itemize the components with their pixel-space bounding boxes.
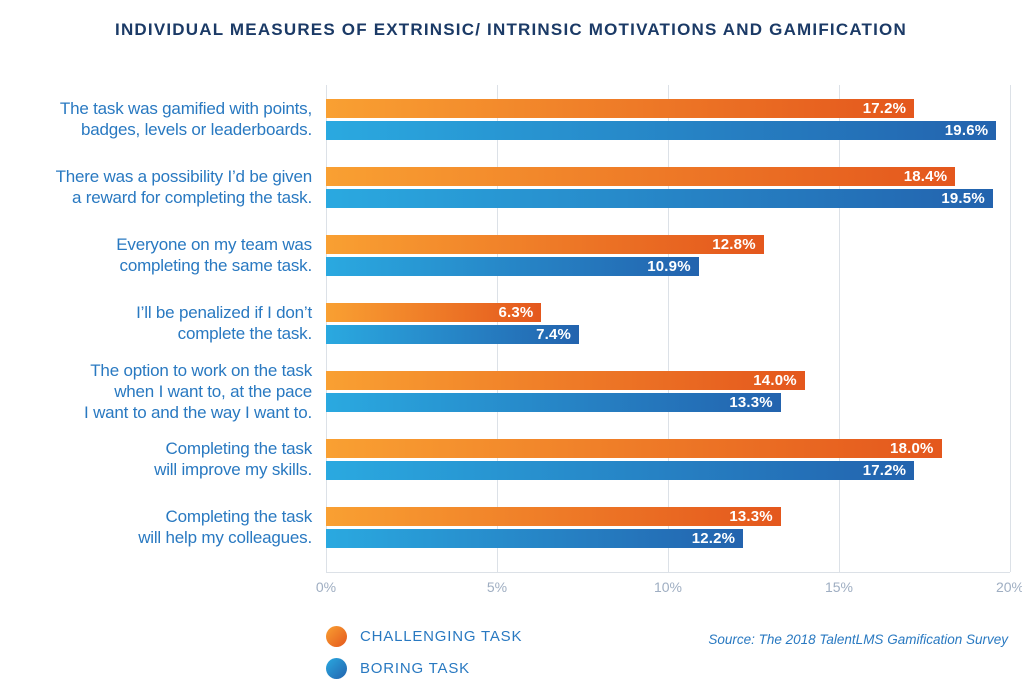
bar-value-label: 14.0% [753, 371, 797, 389]
legend-dot-boring [326, 658, 347, 679]
category-label: The option to work on the task when I wa… [84, 360, 312, 422]
bar-challenging: 17.2% [326, 98, 915, 118]
legend-item-challenging: CHALLENGING TASK [326, 626, 522, 647]
x-tick-label: 20% [995, 579, 1022, 595]
bar-boring: 19.6% [326, 120, 997, 140]
category-label: Completing the task will improve my skil… [154, 439, 312, 479]
bar-boring: 12.2% [326, 528, 744, 548]
bar-value-label: 13.3% [729, 507, 773, 525]
category-label: Completing the task will help my colleag… [138, 507, 312, 547]
chart-title: INDIVIDUAL MEASURES OF EXTRINSIC/ INTRIN… [115, 20, 907, 39]
x-tick-label: 0% [315, 579, 337, 595]
bar-rows: The task was gamified with points, badge… [0, 85, 1010, 561]
legend: CHALLENGING TASK BORING TASK [326, 626, 522, 679]
bar-value-label: 12.2% [691, 529, 736, 547]
bar-pair: 18.4% 19.5% [326, 166, 1010, 208]
category-label: There was a possibility I’d be given a r… [55, 167, 313, 207]
chart-row: There was a possibility I’d be given a r… [0, 153, 1010, 221]
bar-value-label: 18.0% [890, 439, 934, 457]
bar-value-label: 7.4% [536, 325, 572, 343]
bar-boring: 17.2% [326, 460, 915, 480]
gridline [1009, 85, 1011, 572]
category-label: I’ll be penalized if I don’t complete th… [136, 303, 312, 343]
bar-pair: 6.3% 7.4% [326, 302, 1010, 344]
bar-pair: 12.8% 10.9% [326, 234, 1010, 276]
bar-challenging: 14.0% [326, 370, 805, 390]
chart-row: I’ll be penalized if I don’t complete th… [0, 289, 1010, 357]
bar-boring: 7.4% [326, 324, 580, 344]
bar-pair: 14.0% 13.3% [326, 370, 1010, 412]
bar-challenging: 18.0% [326, 438, 942, 458]
bar-value-label: 19.5% [941, 189, 985, 207]
legend-label-boring: BORING TASK [360, 660, 470, 677]
chart-row: Completing the task will improve my skil… [0, 425, 1010, 493]
bar-boring: 10.9% [326, 256, 699, 276]
x-tick-label: 15% [824, 579, 854, 595]
bar-boring: 19.5% [326, 188, 993, 208]
chart-row: The option to work on the task when I wa… [0, 357, 1010, 425]
x-tick-label: 5% [486, 579, 508, 595]
x-tick-label: 10% [653, 579, 683, 595]
bar-value-label: 13.3% [729, 393, 773, 411]
bar-boring: 13.3% [326, 392, 781, 412]
bar-challenging: 6.3% [326, 302, 542, 322]
category-label: Everyone on my team was completing the s… [116, 235, 312, 275]
source-note: Source: The 2018 TalentLMS Gamification … [708, 632, 1008, 647]
bar-challenging: 13.3% [326, 506, 781, 526]
chart-row: Completing the task will help my colleag… [0, 493, 1010, 561]
bar-pair: 18.0% 17.2% [326, 438, 1010, 480]
chart-row: The task was gamified with points, badge… [0, 85, 1010, 153]
bar-value-label: 19.6% [944, 121, 989, 139]
bar-value-label: 6.3% [498, 303, 534, 321]
gridline [667, 85, 669, 572]
bar-challenging: 18.4% [326, 166, 956, 186]
bar-pair: 13.3% 12.2% [326, 506, 1010, 548]
legend-label-challenging: CHALLENGING TASK [360, 628, 523, 645]
bar-value-label: 10.9% [647, 257, 691, 275]
chart-row: Everyone on my team was completing the s… [0, 221, 1010, 289]
bar-challenging: 12.8% [326, 234, 764, 254]
bar-value-label: 18.4% [903, 167, 948, 185]
gridline [838, 85, 840, 572]
category-label: The task was gamified with points, badge… [59, 99, 312, 139]
bar-value-label: 17.2% [862, 99, 907, 117]
bar-value-label: 12.8% [712, 235, 756, 253]
bar-pair: 17.2% 19.6% [326, 98, 1010, 140]
legend-dot-challenging [326, 626, 347, 647]
bar-value-label: 17.2% [862, 461, 907, 479]
x-axis: 0% 5% 10% 15% 20% [316, 579, 1022, 599]
legend-item-boring: BORING TASK [326, 658, 522, 679]
